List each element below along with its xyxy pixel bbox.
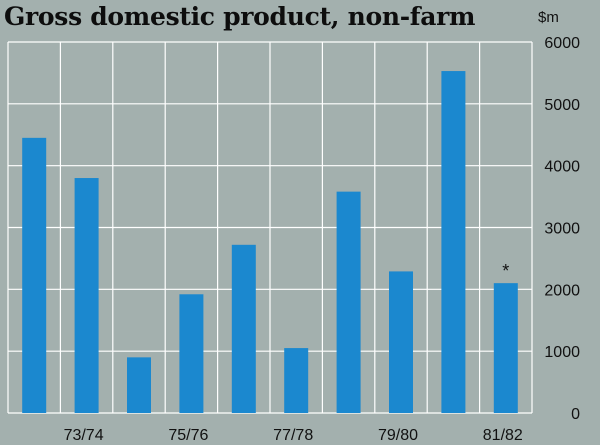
bar-80-81 (441, 71, 466, 413)
y-tick-labels: 0 1000 2000 3000 4000 5000 6000 (544, 35, 580, 423)
y-unit-label: $m (538, 9, 559, 26)
y-tick-label: 5000 (544, 97, 580, 114)
bar-77-78 (284, 348, 309, 413)
x-tick-labels: 73/74 75/76 77/78 79/80 81/82 (64, 427, 523, 444)
x-tick-label: 81/82 (483, 427, 523, 444)
bar-74-75 (127, 357, 151, 413)
y-tick-label: 2000 (544, 282, 580, 299)
x-tick-label: 77/78 (273, 427, 313, 444)
y-tick-label: 4000 (544, 159, 580, 176)
bar-73-74 (74, 178, 99, 413)
y-tick-label: 0 (571, 406, 580, 423)
y-tick-label: 6000 (544, 35, 580, 52)
x-tick-label: 75/76 (168, 427, 208, 444)
bar-72-73 (22, 137, 47, 413)
x-tick-label: 79/80 (378, 427, 418, 444)
bars (22, 71, 518, 413)
x-tick-label: 73/74 (64, 427, 104, 444)
y-tick-label: 3000 (544, 221, 580, 238)
bar-81-82 (493, 283, 518, 413)
annotation-asterisk: * (502, 261, 509, 281)
annotations: * (502, 261, 509, 281)
bar-78-79 (336, 191, 361, 413)
bar-76-77 (231, 244, 256, 413)
bar-75-76 (179, 294, 204, 413)
y-tick-label: 1000 (544, 344, 580, 361)
chart-title: Gross domestic product, non-farm (4, 2, 476, 31)
bar-79-80 (389, 271, 413, 413)
